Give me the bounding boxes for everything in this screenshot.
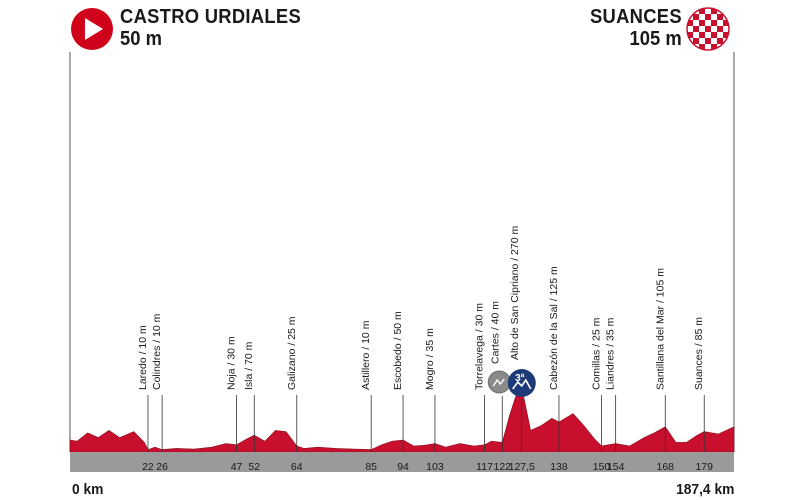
finish-town-name: SUANCES xyxy=(590,6,682,28)
checkered-flag-icon xyxy=(686,7,735,56)
km-tick-label: 103 xyxy=(426,461,444,473)
km-tick-label: 26 xyxy=(156,461,168,473)
km-tick-label: 52 xyxy=(248,461,260,473)
finish-elevation: 105 m xyxy=(629,28,682,50)
checkered-square xyxy=(693,26,699,32)
km-tick-label: 64 xyxy=(291,461,303,473)
km-tick-label: 150 xyxy=(593,461,611,473)
profile-elevation-area xyxy=(69,386,735,453)
ground-band xyxy=(70,452,734,472)
checkered-square xyxy=(699,32,705,38)
checkered-square xyxy=(711,20,717,26)
km-tick-label: 85 xyxy=(365,461,377,473)
checkered-square xyxy=(693,50,699,56)
waypoint-label: Torrelavega / 30 m xyxy=(474,303,486,390)
ground-band-rect xyxy=(70,452,734,472)
checkered-square xyxy=(717,14,723,20)
checkered-square xyxy=(717,26,723,32)
waypoint-label: Isla / 70 m xyxy=(243,341,255,390)
checkered-square xyxy=(687,20,693,26)
sprint-glyph xyxy=(492,378,505,387)
checkered-square xyxy=(699,20,705,26)
start-town-name: CASTRO URDIALES xyxy=(120,6,301,28)
profile-area xyxy=(69,386,735,453)
distance-start-label: 0 km xyxy=(72,481,104,498)
checkered-square xyxy=(693,38,699,44)
start-elevation: 50 m xyxy=(120,28,162,50)
checkered-square xyxy=(699,8,705,14)
checkered-square xyxy=(723,44,729,50)
waypoint-label: Mogro / 35 m xyxy=(424,328,436,390)
waypoint-label: Cartes / 40 m xyxy=(489,301,501,364)
waypoint-labels: Laredo / 10 m Colindres / 10 m Noja / 30 m… xyxy=(137,226,705,390)
checkered-square xyxy=(717,38,723,44)
checkered-square xyxy=(699,44,705,50)
km-tick-label: 47 xyxy=(231,461,243,473)
checkered-square xyxy=(729,14,735,20)
checkered-square xyxy=(729,38,735,44)
km-tick-label: 179 xyxy=(695,461,713,473)
checkered-square xyxy=(687,44,693,50)
mountain-climb-icon xyxy=(507,369,536,397)
waypoint-label: Galizano / 25 m xyxy=(286,316,298,390)
waypoint-label: Alto de San Cipriano / 270 m xyxy=(509,226,521,360)
checkered-border xyxy=(686,7,730,51)
waypoint-badges: 3ª xyxy=(487,369,536,397)
km-tick-label: 127,5 xyxy=(509,461,535,473)
checkered-square xyxy=(705,38,711,44)
checkered-square xyxy=(711,8,717,14)
climb-category-label: 3ª xyxy=(515,373,525,384)
waypoint-label: Santillana del Mar / 105 m xyxy=(654,268,666,390)
km-tick-label: 117 xyxy=(476,461,493,473)
checkered-square xyxy=(687,32,693,38)
km-tick-label: 22 xyxy=(142,461,154,473)
km-tick-label: 168 xyxy=(656,461,674,473)
checkered-square xyxy=(705,14,711,20)
waypoint-label: Cabezón de la Sal / 125 m xyxy=(548,266,560,390)
checkered-square xyxy=(687,8,693,14)
checkered-square xyxy=(705,26,711,32)
checkered-square xyxy=(705,50,711,56)
waypoint-label: Escobedo / 50 m xyxy=(392,311,404,390)
checkered-square xyxy=(729,26,735,32)
km-tick-label: 94 xyxy=(397,461,409,473)
climb-mountain-glyph xyxy=(512,378,532,390)
km-tick-label: 154 xyxy=(607,461,625,473)
waypoint-lines xyxy=(147,395,705,452)
play-triangle-icon xyxy=(71,8,113,50)
waypoint-label: Laredo / 10 m xyxy=(137,325,149,390)
km-tick-label: 138 xyxy=(550,461,568,473)
waypoint-label: Liandres / 35 m xyxy=(605,317,617,390)
waypoint-label: Colindres / 10 m xyxy=(151,313,163,390)
chart-frame xyxy=(69,52,735,452)
checkered-square xyxy=(711,44,717,50)
distance-end-label: 187,4 km xyxy=(675,481,734,498)
checkered-pattern xyxy=(687,8,735,56)
checkered-square xyxy=(723,32,729,38)
km-tick-label: 122 xyxy=(494,461,512,473)
waypoint-label: Suances / 85 m xyxy=(693,317,705,390)
checkered-square xyxy=(723,8,729,14)
checkered-square xyxy=(693,14,699,20)
waypoint-label: Noja / 30 m xyxy=(226,336,238,390)
waypoint-label: Astillero / 10 m xyxy=(360,320,372,390)
checkered-square xyxy=(711,32,717,38)
waypoint-label: Comillas / 25 m xyxy=(590,317,602,390)
checkered-square xyxy=(717,50,723,56)
checkered-square xyxy=(723,20,729,26)
